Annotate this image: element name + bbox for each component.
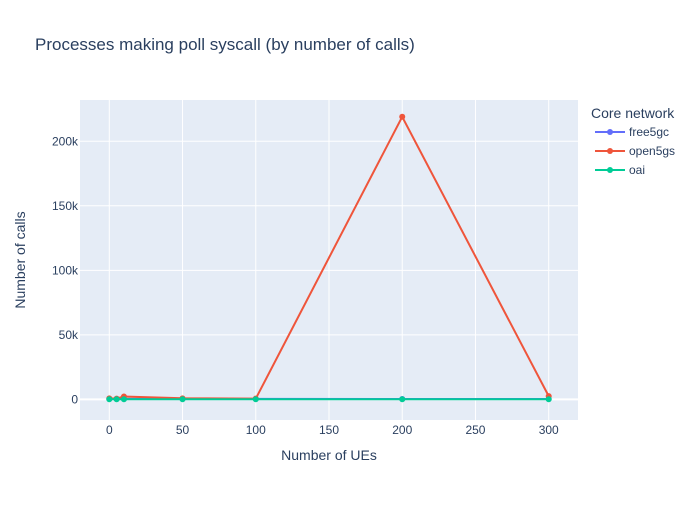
x-tick-label: 100: [246, 423, 266, 437]
data-point-oai[interactable]: [399, 396, 405, 402]
y-axis-label: Number of calls: [12, 211, 28, 308]
x-tick-label: 250: [465, 423, 485, 437]
y-tick-label: 200k: [52, 134, 79, 148]
chart-title: Processes making poll syscall (by number…: [35, 35, 415, 54]
legend-swatch-marker: [607, 167, 613, 173]
data-point-oai[interactable]: [180, 396, 186, 402]
legend-swatch-marker: [607, 129, 613, 135]
data-point-oai[interactable]: [546, 396, 552, 402]
x-tick-label: 50: [176, 423, 190, 437]
y-tick-label: 150k: [52, 199, 79, 213]
data-point-oai[interactable]: [106, 396, 112, 402]
x-tick-label: 200: [392, 423, 412, 437]
data-point-oai[interactable]: [114, 396, 120, 402]
x-tick-label: 150: [319, 423, 339, 437]
legend-label: open5gs: [629, 144, 675, 158]
legend-label: free5gc: [629, 125, 669, 139]
y-tick-label: 50k: [59, 328, 79, 342]
data-point-oai[interactable]: [121, 396, 127, 402]
legend-swatch-marker: [607, 148, 613, 154]
x-axis-label: Number of UEs: [281, 447, 377, 463]
y-tick-label: 100k: [52, 263, 79, 277]
legend-title: Core network: [591, 105, 675, 121]
x-tick-label: 0: [106, 423, 113, 437]
data-point-oai[interactable]: [253, 396, 259, 402]
y-tick-label: 0: [71, 392, 78, 406]
x-tick-label: 300: [539, 423, 559, 437]
data-point-open5gs[interactable]: [399, 114, 405, 120]
legend-label: oai: [629, 163, 645, 177]
